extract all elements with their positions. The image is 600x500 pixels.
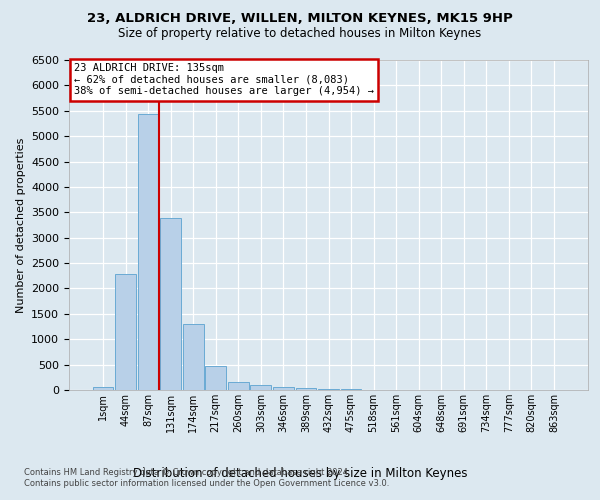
Text: Distribution of detached houses by size in Milton Keynes: Distribution of detached houses by size … [133,468,467,480]
Bar [92,387,113,390]
Bar [205,366,226,390]
Bar [296,388,316,390]
Bar [273,387,294,390]
Text: Contains HM Land Registry data © Crown copyright and database right 2024.
Contai: Contains HM Land Registry data © Crown c… [24,468,389,487]
Text: Size of property relative to detached houses in Milton Keynes: Size of property relative to detached ho… [118,28,482,40]
Y-axis label: Number of detached properties: Number of detached properties [16,138,26,312]
Bar [115,274,136,390]
Bar [137,114,158,390]
Text: 23 ALDRICH DRIVE: 135sqm
← 62% of detached houses are smaller (8,083)
38% of sem: 23 ALDRICH DRIVE: 135sqm ← 62% of detach… [74,64,374,96]
Bar [183,324,203,390]
Bar [228,382,248,390]
Text: 23, ALDRICH DRIVE, WILLEN, MILTON KEYNES, MK15 9HP: 23, ALDRICH DRIVE, WILLEN, MILTON KEYNES… [87,12,513,26]
Bar [250,386,271,390]
Bar [160,218,181,390]
